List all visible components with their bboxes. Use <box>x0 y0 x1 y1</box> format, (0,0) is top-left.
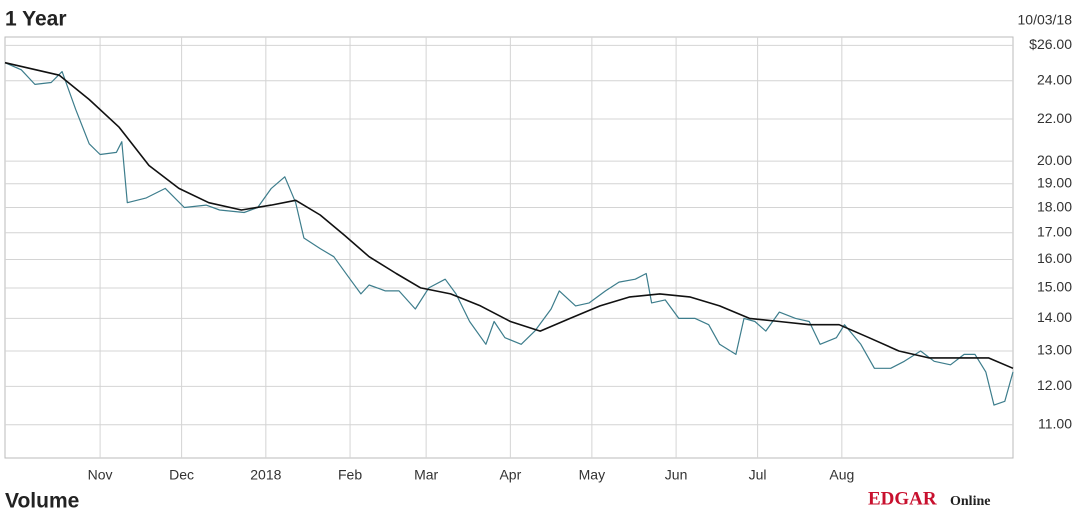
date-label: 10/03/18 <box>1018 12 1073 28</box>
x-tick-label: Apr <box>499 467 521 483</box>
price-line <box>4 61 1014 370</box>
y-tick-label: 15.00 <box>1037 279 1072 295</box>
x-tick-label: Nov <box>88 467 113 483</box>
plot-frame <box>4 36 1014 459</box>
x-tick-label: 2018 <box>250 467 281 483</box>
x-tick-label: Jul <box>749 467 767 483</box>
x-tick-label: Aug <box>829 467 854 483</box>
x-tick-label: Dec <box>169 467 194 483</box>
y-tick-label: 14.00 <box>1037 309 1072 325</box>
brand-sub: Online <box>950 494 990 509</box>
x-tick-label: Mar <box>414 467 438 483</box>
y-tick-label: 20.00 <box>1037 152 1072 168</box>
y-tick-label: 16.00 <box>1037 250 1072 266</box>
volume-label: Volume <box>5 490 79 513</box>
x-tick-label: May <box>579 467 605 483</box>
y-tick-label: 22.00 <box>1037 110 1072 126</box>
y-tick-label: 24.00 <box>1037 71 1072 87</box>
y-tick-label: 12.00 <box>1037 377 1072 393</box>
chart-title: 1 Year <box>5 8 67 31</box>
y-tick-label: 13.00 <box>1037 342 1072 358</box>
x-tick-label: Feb <box>338 467 362 483</box>
y-tick-label: 17.00 <box>1037 223 1072 239</box>
brand-main: EDGAR <box>868 488 937 509</box>
y-tick-label: 18.00 <box>1037 198 1072 214</box>
y-tick-label: 11.00 <box>1038 415 1072 431</box>
price-line <box>4 62 1014 406</box>
y-tick-label: 19.00 <box>1037 174 1072 190</box>
y-tick-label: $26.00 <box>1029 36 1072 52</box>
x-tick-label: Jun <box>665 467 688 483</box>
